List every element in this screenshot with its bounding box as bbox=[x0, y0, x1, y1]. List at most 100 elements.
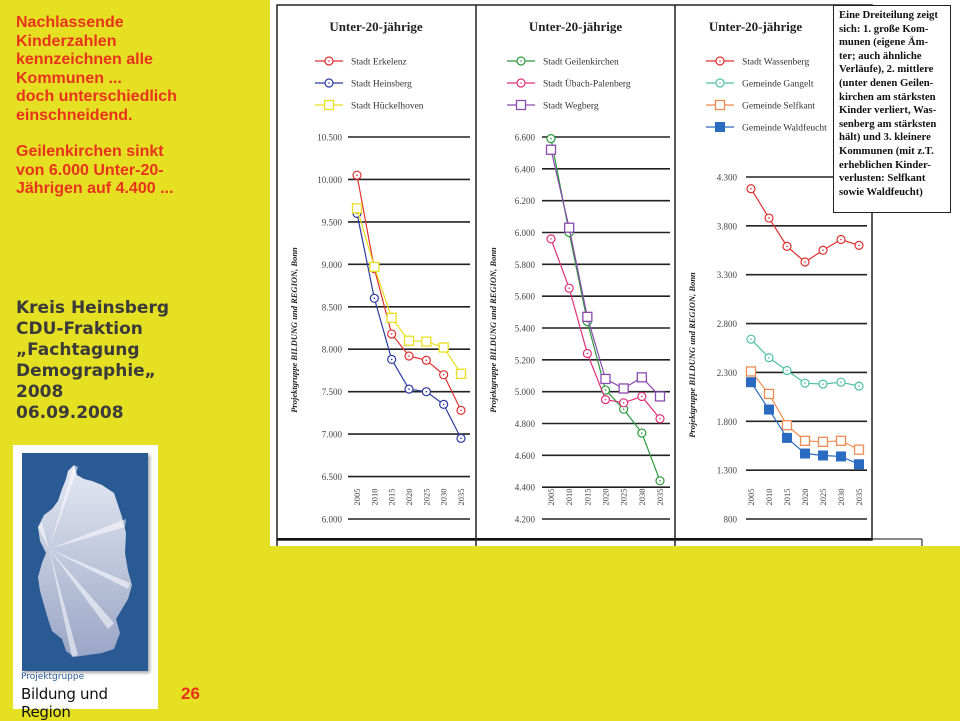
data-point-dot bbox=[390, 333, 393, 335]
data-point-dot bbox=[604, 398, 607, 401]
x-tick-label: 2020 bbox=[404, 489, 414, 506]
data-point-dot bbox=[373, 297, 376, 300]
y-tick-label: 10.500 bbox=[317, 133, 342, 143]
data-point-dot bbox=[568, 287, 570, 290]
projektgruppe-logo: Projektgruppe Bildung und Region bbox=[13, 445, 158, 721]
x-tick-label: 2025 bbox=[619, 489, 629, 506]
data-point bbox=[351, 203, 363, 214]
data-point bbox=[782, 432, 792, 443]
y-axis-label: Projektgruppe BILDUNG und REGION, Bonn bbox=[687, 272, 697, 438]
y-tick-label: 1.800 bbox=[717, 417, 738, 427]
legend-label: Stadt Hückelhoven bbox=[351, 102, 424, 112]
headline-line: Kinderzahlen bbox=[16, 32, 117, 50]
data-point bbox=[799, 435, 811, 446]
y-tick-label: 5.200 bbox=[515, 355, 536, 365]
charts-svg: Unter-20-jährige Stadt Erkelenz Stadt Hein… bbox=[276, 4, 923, 546]
note-line: Kommunen (mit z.T. bbox=[839, 144, 934, 157]
data-point-dot bbox=[659, 417, 661, 420]
legend-label: Gemeinde Gangelt bbox=[742, 80, 814, 90]
data-point-dot bbox=[641, 395, 643, 398]
y-tick-label: 6.200 bbox=[515, 196, 536, 206]
data-point-dot bbox=[804, 382, 806, 384]
data-point-dot bbox=[822, 383, 824, 385]
y-tick-label: 5.400 bbox=[515, 324, 536, 334]
data-point-dot bbox=[858, 385, 860, 387]
data-point-dot bbox=[442, 373, 445, 376]
data-point-dot bbox=[550, 137, 552, 140]
x-tick-label: 2030 bbox=[439, 489, 449, 506]
data-point bbox=[564, 222, 575, 233]
x-tick-label: 2025 bbox=[818, 489, 828, 506]
data-point-dot bbox=[858, 244, 860, 247]
subline-line: Geilenkirchen sinkt bbox=[16, 143, 164, 160]
legend-marker bbox=[323, 99, 335, 111]
legend-label: Gemeinde Waldfeucht bbox=[742, 123, 827, 134]
x-tick-label: 2005 bbox=[352, 489, 362, 506]
data-point bbox=[835, 435, 847, 446]
y-tick-label: 4.600 bbox=[515, 451, 536, 461]
data-point-dot bbox=[460, 437, 462, 440]
chart-panel-2: Unter-20-jährige Stadt Geilenkirchen Stadt… bbox=[475, 5, 670, 546]
data-point-dot bbox=[408, 388, 410, 390]
data-point bbox=[781, 420, 793, 431]
logo-subtitle: Projektgruppe bbox=[21, 672, 85, 682]
y-tick-label: 6.000 bbox=[515, 228, 536, 238]
y-tick-label: 7.500 bbox=[322, 387, 343, 397]
y-tick-label: 9.500 bbox=[322, 217, 343, 227]
germany-map-icon bbox=[22, 453, 148, 671]
y-tick-label: 5.600 bbox=[515, 292, 536, 302]
legend-marker-dot bbox=[719, 60, 721, 62]
chart-title: Unter-20-jährige bbox=[709, 19, 803, 34]
note-line: sowie Waldfeucht) bbox=[839, 185, 923, 198]
x-tick-label: 2010 bbox=[764, 489, 774, 506]
data-point-dot bbox=[442, 403, 445, 406]
data-point bbox=[369, 261, 380, 273]
event-info: Kreis Heinsberg CDU-Fraktion „Fachtagung… bbox=[16, 298, 266, 424]
y-tick-label: 6.000 bbox=[322, 515, 343, 525]
x-tick-label: 2010 bbox=[369, 489, 379, 506]
data-point-dot bbox=[786, 245, 788, 248]
data-point bbox=[438, 342, 449, 353]
y-tick-label: 1.300 bbox=[717, 466, 738, 476]
data-point-dot bbox=[550, 238, 552, 240]
x-tick-label: 2020 bbox=[601, 489, 611, 506]
legend-label: Stadt Wegberg bbox=[543, 102, 599, 112]
headline-line: kennzeichnen alle bbox=[16, 51, 153, 68]
data-point-dot bbox=[840, 381, 842, 384]
x-tick-label: 2010 bbox=[564, 489, 574, 506]
y-tick-label: 3.800 bbox=[717, 221, 738, 231]
chart-title: Unter-20-jährige bbox=[329, 19, 423, 34]
data-point-dot bbox=[840, 238, 842, 241]
x-tick-label: 2020 bbox=[800, 489, 810, 506]
y-tick-label: 8.500 bbox=[322, 302, 343, 312]
y-tick-label: 4.200 bbox=[515, 515, 536, 525]
data-point-dot bbox=[768, 217, 770, 219]
data-point bbox=[386, 312, 397, 323]
data-point bbox=[836, 451, 846, 462]
data-point-dot bbox=[750, 338, 752, 341]
data-point-dot bbox=[586, 352, 589, 355]
data-point-dot bbox=[804, 261, 806, 263]
headline-line: Kommunen ... bbox=[16, 69, 122, 87]
data-point bbox=[582, 311, 593, 323]
data-point bbox=[853, 444, 865, 455]
data-point bbox=[800, 448, 810, 459]
data-point bbox=[545, 144, 557, 155]
y-tick-label: 3.300 bbox=[717, 270, 738, 280]
legend-marker-dot bbox=[719, 82, 721, 84]
legend-marker bbox=[515, 99, 527, 111]
data-point bbox=[854, 459, 864, 470]
data-point-dot bbox=[390, 358, 393, 361]
data-point-dot bbox=[768, 356, 770, 359]
x-tick-label: 2005 bbox=[746, 489, 756, 506]
legend-label: Stadt Heinsberg bbox=[351, 80, 412, 90]
chart-area: Unter-20-jährige Stadt Erkelenz Stadt Hein… bbox=[270, 0, 960, 546]
legend-label: Gemeinde Selfkant bbox=[742, 101, 815, 112]
event-line: 06.09.2008 bbox=[16, 403, 124, 423]
event-line: CDU-Fraktion bbox=[16, 319, 143, 339]
y-tick-label: 10.000 bbox=[317, 175, 342, 185]
legend-marker bbox=[714, 99, 726, 111]
legend-marker-dot bbox=[328, 60, 330, 62]
legend-label: Stadt Wassenberg bbox=[742, 58, 809, 68]
x-tick-label: 2015 bbox=[387, 489, 397, 506]
